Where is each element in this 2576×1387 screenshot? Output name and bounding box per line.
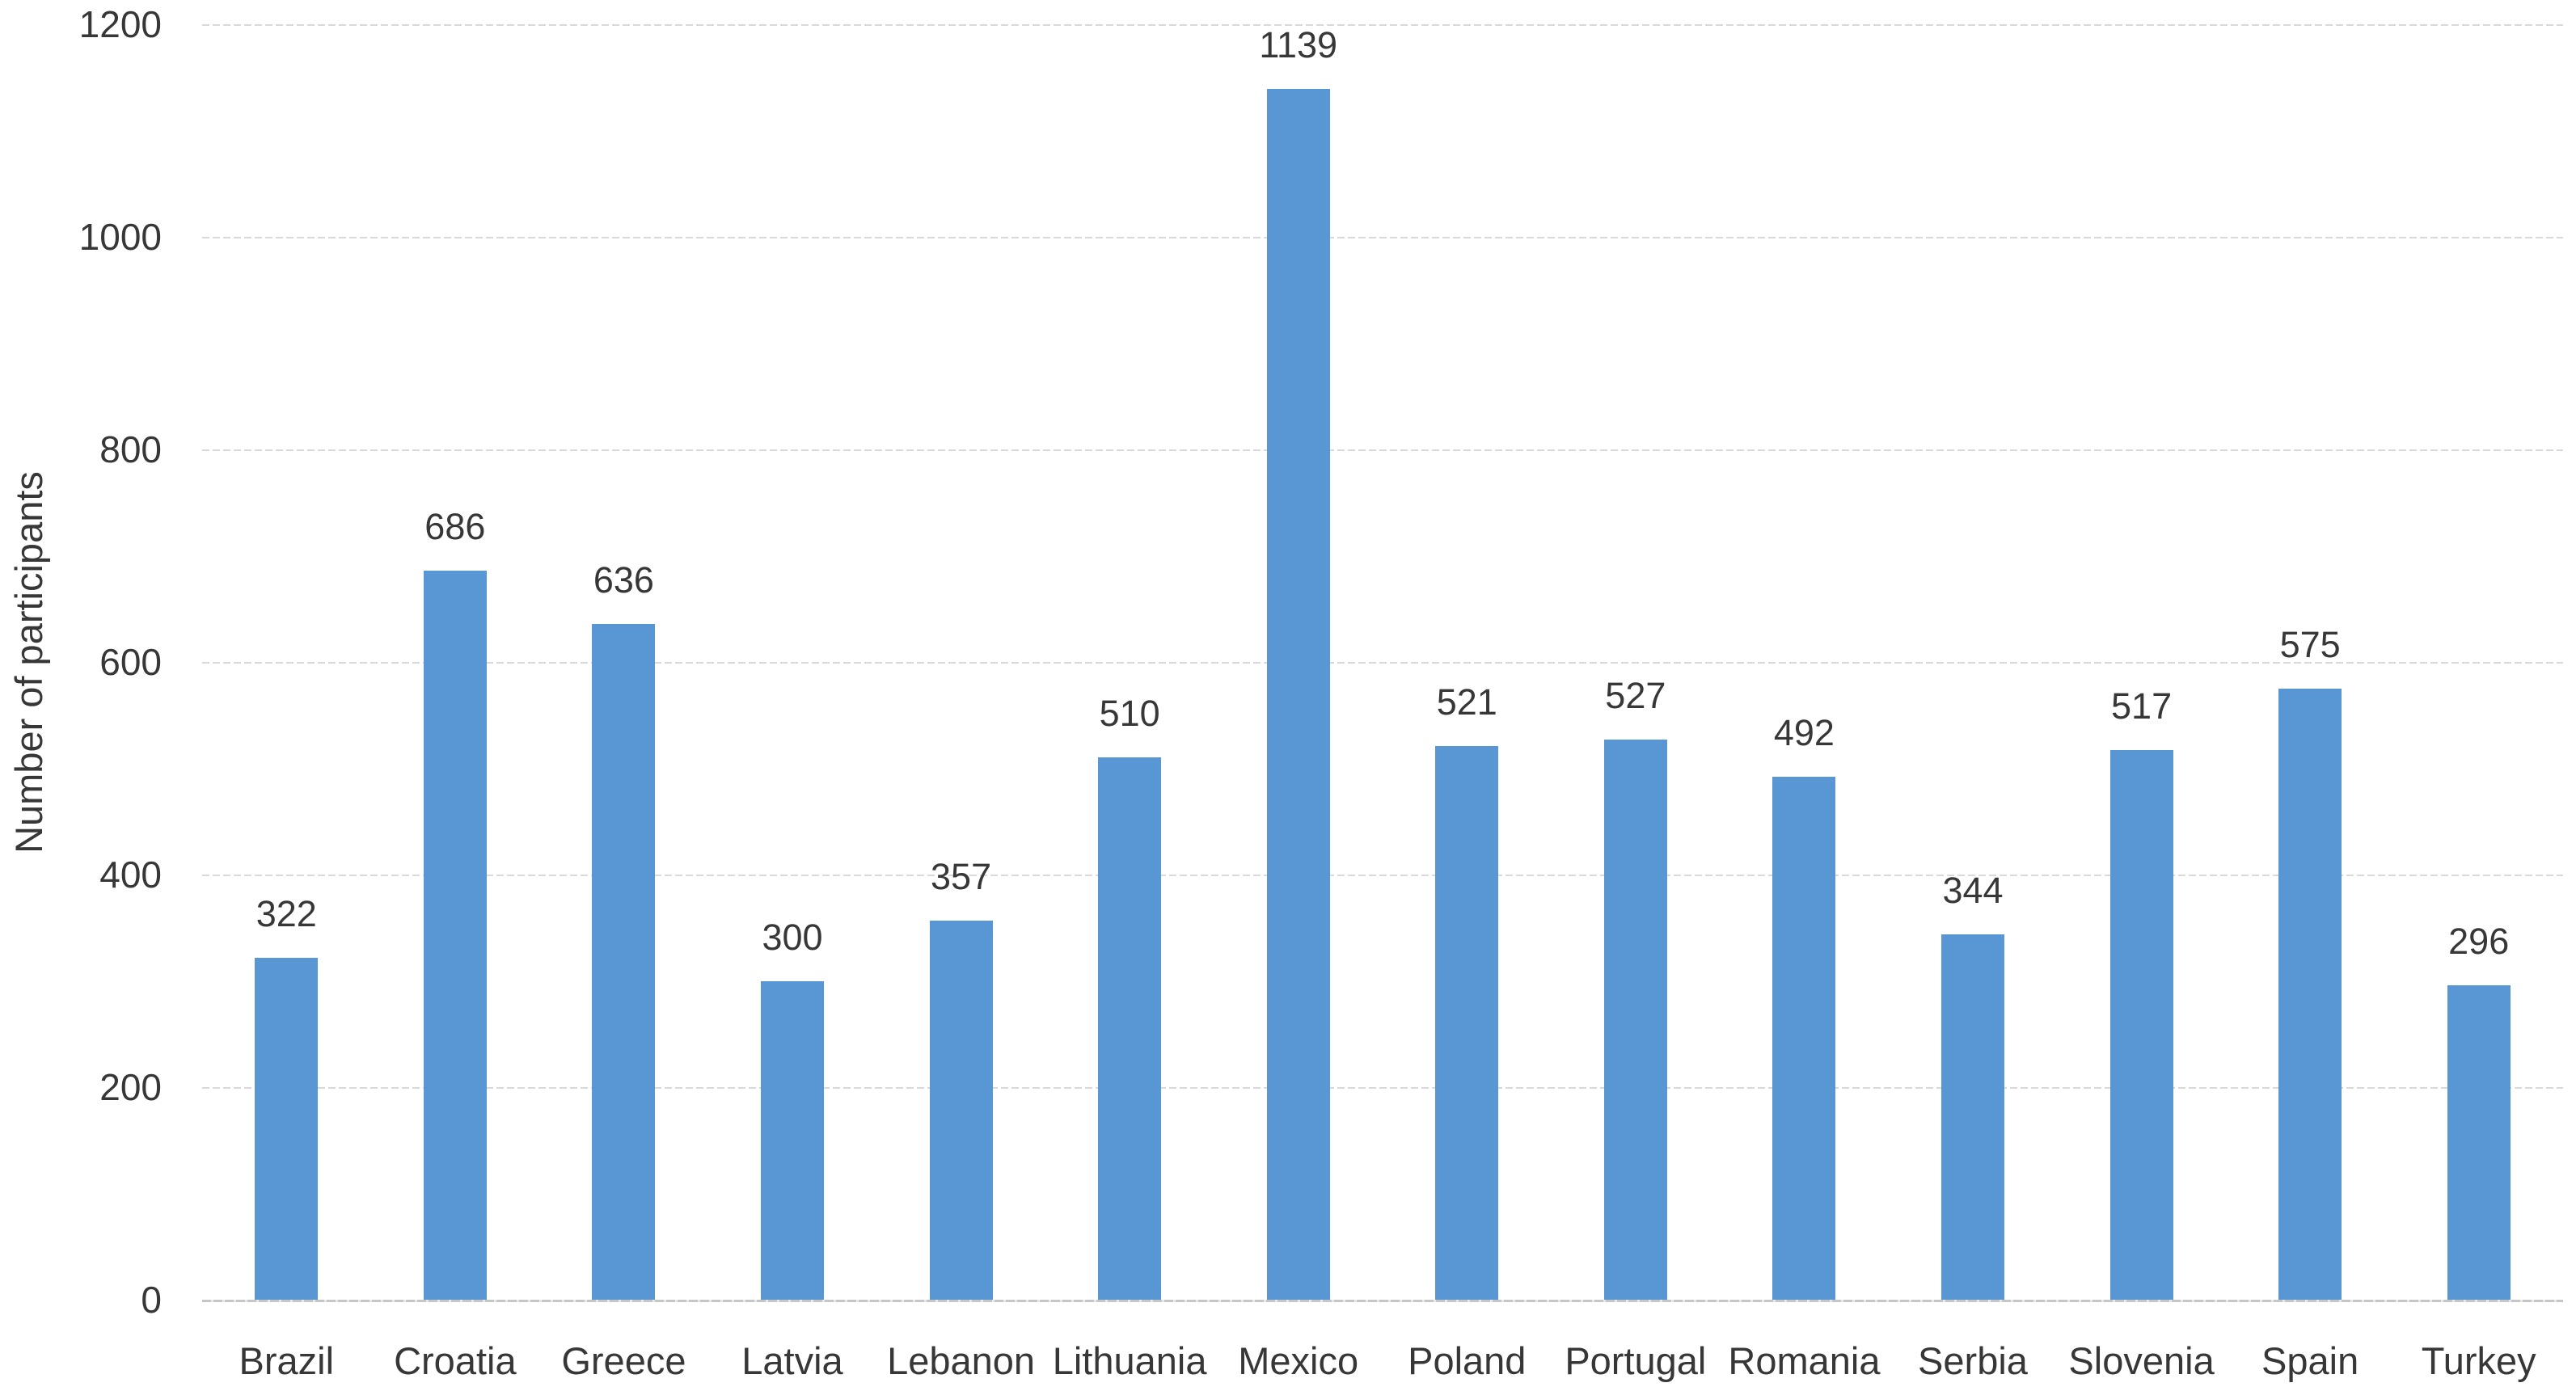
x-tick-label: Latvia: [741, 1339, 843, 1383]
x-tick-label: Mexico: [1238, 1339, 1359, 1383]
bar-serbia: [1940, 934, 2004, 1300]
y-tick-label: 1200: [78, 3, 162, 45]
bar-value-label: 510: [1099, 693, 1160, 735]
x-tick-label: Spain: [2261, 1339, 2359, 1383]
y-tick-label: 1000: [78, 216, 162, 258]
x-tick-label: Lebanon: [887, 1339, 1036, 1383]
bar-slovenia: [2109, 750, 2173, 1300]
bar-portugal: [1603, 740, 1667, 1300]
x-tick-label: Romania: [1728, 1339, 1881, 1383]
gridline: [202, 662, 2563, 664]
category-turkey: 296 Turkey: [2394, 24, 2563, 1382]
bar-lebanon: [929, 920, 993, 1300]
category-portugal: 527 Portugal: [1552, 24, 1721, 1382]
bar-romania: [1772, 777, 1836, 1300]
bar-brazil: [255, 957, 319, 1300]
category-spain: 575 Spain: [2226, 24, 2395, 1382]
bar-lithuania: [1098, 757, 1162, 1300]
x-tick-label: Slovenia: [2068, 1339, 2215, 1383]
category-lithuania: 510 Lithuania: [1045, 24, 1214, 1381]
bar-mexico: [1266, 89, 1330, 1300]
x-tick-label: Portugal: [1565, 1339, 1707, 1383]
gridline: [202, 875, 2563, 876]
x-tick-label: Turkey: [2421, 1339, 2536, 1383]
bar-value-label: 521: [1436, 681, 1497, 723]
bar-latvia: [760, 980, 824, 1300]
bar-value-label: 300: [762, 916, 823, 958]
category-poland: 521 Poland: [1383, 24, 1552, 1382]
y-tick-label: 0: [141, 1279, 162, 1321]
gridline: [202, 24, 2563, 26]
gridline: [202, 1087, 2563, 1089]
y-axis-tick-labels: 0 200 400 600 800 1000 1200: [0, 6, 162, 1318]
bar-turkey: [2447, 984, 2511, 1300]
x-tick-label: Brazil: [239, 1339, 335, 1383]
bar-value-label: 1139: [1259, 24, 1338, 66]
bar-value-label: 575: [2279, 623, 2341, 665]
bar-value-label: 517: [2111, 685, 2173, 727]
bar-greece: [592, 623, 656, 1300]
bar-spain: [2278, 688, 2342, 1300]
x-tick-label: Serbia: [1918, 1339, 2028, 1383]
category-greece: 636 Greece: [539, 24, 708, 1382]
x-axis-line: [202, 1300, 2563, 1302]
x-tick-label: Croatia: [394, 1339, 517, 1383]
category-mexico: 1139 Mexico: [1214, 24, 1383, 1381]
category-croatia: 686 Croatia: [371, 24, 540, 1382]
bar-value-label: 357: [931, 855, 992, 897]
gridline: [202, 449, 2563, 451]
category-lebanon: 357 Lebanon: [876, 24, 1045, 1382]
category-serbia: 344 Serbia: [1889, 24, 2058, 1382]
bar-croatia: [423, 570, 487, 1300]
x-tick-label: Poland: [1408, 1339, 1527, 1383]
x-tick-label: Lithuania: [1052, 1339, 1207, 1383]
y-tick-label: 400: [99, 854, 162, 896]
category-slovenia: 517 Slovenia: [2057, 24, 2226, 1381]
bar-value-label: 344: [1942, 869, 2004, 911]
category-brazil: 322 Brazil: [202, 24, 371, 1382]
gridline: [202, 237, 2563, 238]
bar-poland: [1435, 745, 1499, 1300]
y-tick-label: 600: [99, 641, 162, 683]
plot-area: 322 Brazil 686 Croatia 636 Greece 300 Latvia 357…: [202, 24, 2563, 1382]
x-tick-label: Greece: [561, 1339, 686, 1383]
category-romania: 492 Romania: [1720, 24, 1889, 1381]
bar-value-label: 322: [255, 892, 317, 934]
bar-value-label: 636: [593, 559, 654, 601]
bar-value-label: 492: [1773, 712, 1835, 754]
y-tick-label: 200: [99, 1066, 162, 1108]
category-latvia: 300 Latvia: [708, 24, 877, 1382]
bar-value-label: 527: [1605, 675, 1666, 716]
bar-value-label: 686: [424, 505, 486, 547]
bar-value-label: 296: [2448, 920, 2510, 962]
y-tick-label: 800: [99, 428, 162, 470]
